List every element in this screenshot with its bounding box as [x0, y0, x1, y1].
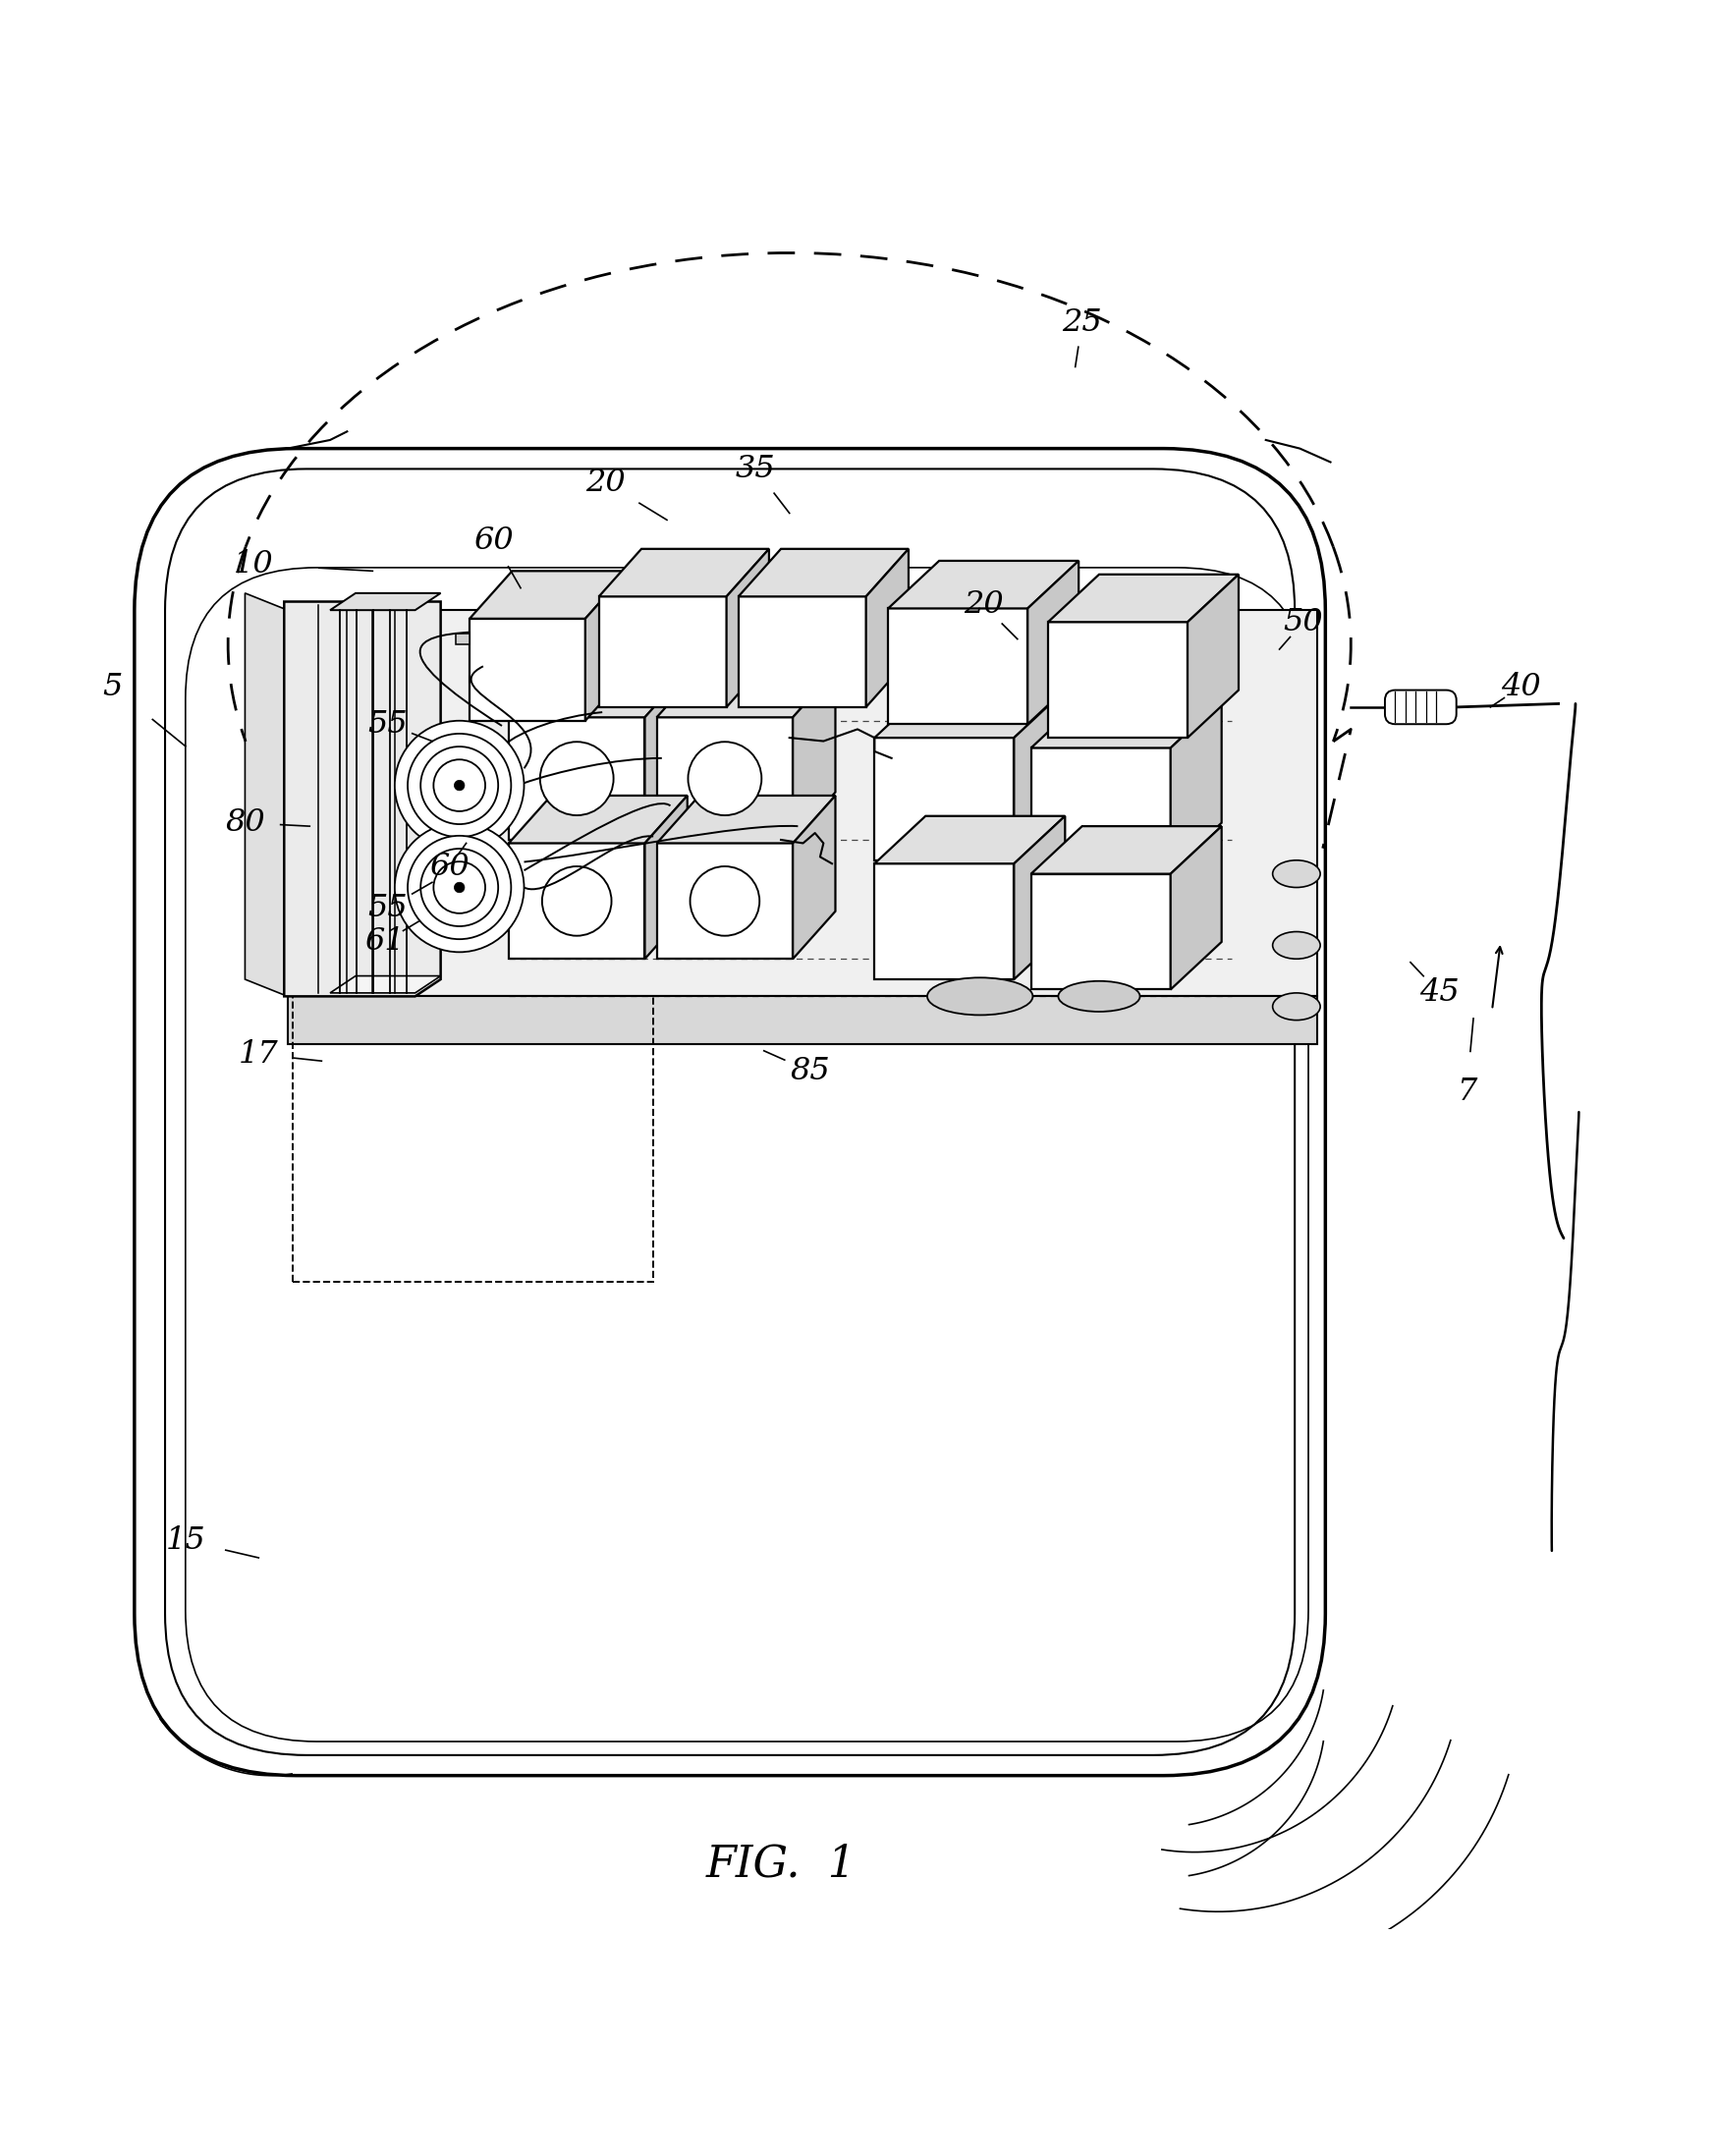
- Polygon shape: [875, 865, 1014, 979]
- Text: 20: 20: [964, 591, 1003, 621]
- Text: 5: 5: [103, 671, 122, 703]
- Text: 35: 35: [736, 453, 775, 485]
- Polygon shape: [1187, 573, 1238, 737]
- Polygon shape: [888, 561, 1079, 608]
- Text: 20: 20: [587, 468, 626, 498]
- Ellipse shape: [1273, 931, 1321, 959]
- Circle shape: [540, 742, 614, 815]
- Polygon shape: [599, 597, 727, 707]
- Polygon shape: [875, 737, 1014, 860]
- Polygon shape: [875, 815, 1065, 865]
- Polygon shape: [1031, 826, 1221, 873]
- Text: 60: 60: [429, 852, 470, 882]
- Polygon shape: [288, 610, 1317, 996]
- Polygon shape: [1014, 815, 1065, 979]
- Polygon shape: [599, 550, 768, 597]
- Ellipse shape: [1273, 994, 1321, 1020]
- Polygon shape: [1171, 826, 1221, 990]
- Circle shape: [408, 733, 511, 837]
- Polygon shape: [792, 671, 835, 841]
- Ellipse shape: [1058, 981, 1140, 1011]
- Polygon shape: [509, 718, 645, 841]
- Text: 7: 7: [1456, 1076, 1477, 1106]
- Polygon shape: [329, 593, 441, 610]
- Ellipse shape: [928, 977, 1032, 1015]
- Text: 55: 55: [369, 709, 408, 740]
- Circle shape: [434, 759, 485, 811]
- Circle shape: [454, 780, 465, 791]
- Circle shape: [434, 862, 485, 914]
- Polygon shape: [245, 593, 288, 996]
- Polygon shape: [509, 843, 645, 959]
- Text: 61: 61: [365, 927, 405, 957]
- Polygon shape: [888, 608, 1027, 724]
- Polygon shape: [657, 718, 792, 841]
- Circle shape: [420, 849, 497, 927]
- Polygon shape: [1031, 873, 1171, 990]
- Circle shape: [542, 867, 612, 936]
- Polygon shape: [288, 996, 1317, 1044]
- Circle shape: [689, 867, 760, 936]
- Polygon shape: [657, 671, 835, 718]
- Circle shape: [408, 837, 511, 940]
- Polygon shape: [1048, 623, 1187, 737]
- Circle shape: [454, 882, 465, 893]
- Polygon shape: [509, 671, 688, 718]
- Polygon shape: [470, 571, 628, 619]
- Polygon shape: [456, 634, 470, 645]
- Circle shape: [394, 720, 525, 849]
- Polygon shape: [875, 690, 1065, 737]
- Text: 45: 45: [1420, 977, 1459, 1009]
- Text: 25: 25: [1062, 308, 1103, 338]
- Polygon shape: [657, 796, 835, 843]
- Ellipse shape: [1273, 860, 1321, 888]
- Text: 50: 50: [1283, 606, 1324, 638]
- Polygon shape: [657, 843, 792, 959]
- Polygon shape: [1171, 701, 1221, 871]
- Polygon shape: [1027, 561, 1079, 724]
- Polygon shape: [739, 597, 866, 707]
- Polygon shape: [585, 571, 628, 720]
- Polygon shape: [509, 796, 688, 843]
- Circle shape: [420, 746, 497, 824]
- Circle shape: [394, 824, 525, 953]
- Polygon shape: [285, 602, 441, 996]
- Circle shape: [688, 742, 761, 815]
- FancyBboxPatch shape: [134, 448, 1326, 1777]
- Polygon shape: [792, 796, 835, 959]
- Text: 55: 55: [369, 893, 408, 923]
- Polygon shape: [645, 796, 688, 959]
- Polygon shape: [1031, 748, 1171, 871]
- Polygon shape: [329, 977, 441, 994]
- Polygon shape: [866, 550, 909, 707]
- Polygon shape: [739, 550, 909, 597]
- Polygon shape: [1048, 573, 1238, 623]
- Polygon shape: [727, 550, 768, 707]
- Text: 80: 80: [225, 808, 266, 839]
- Polygon shape: [1014, 690, 1065, 860]
- Text: 10: 10: [233, 550, 273, 580]
- Text: 85: 85: [791, 1056, 830, 1087]
- Text: 60: 60: [473, 526, 513, 556]
- FancyBboxPatch shape: [1386, 690, 1456, 724]
- Text: 40: 40: [1501, 671, 1542, 703]
- Text: FIG.  1: FIG. 1: [707, 1843, 856, 1884]
- Polygon shape: [1031, 701, 1221, 748]
- Polygon shape: [645, 671, 688, 841]
- Polygon shape: [470, 619, 585, 720]
- Text: 15: 15: [165, 1526, 206, 1557]
- Text: 17: 17: [238, 1039, 278, 1069]
